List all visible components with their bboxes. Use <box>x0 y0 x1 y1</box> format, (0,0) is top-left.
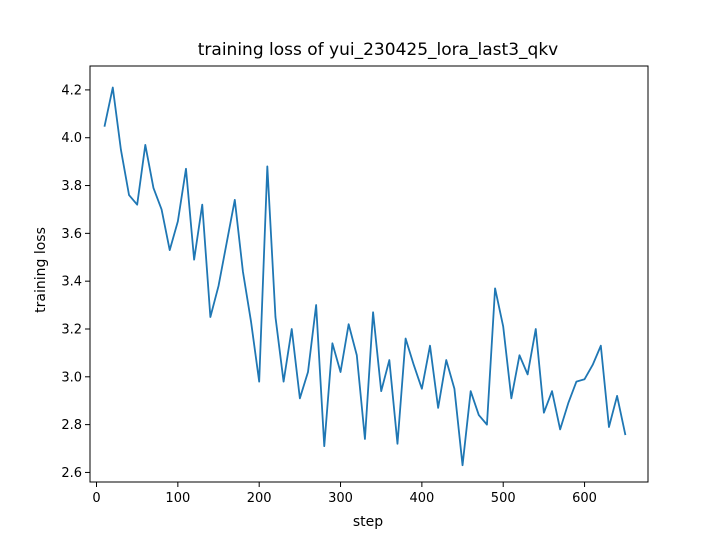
x-tick-label: 100 <box>165 491 190 506</box>
plot-frame <box>89 65 649 483</box>
x-tick-label: 300 <box>328 491 353 506</box>
y-tick-label: 3.0 <box>61 370 82 385</box>
chart-title: training loss of yui_230425_lora_last3_q… <box>198 40 558 60</box>
x-tick-label: 400 <box>409 491 434 506</box>
y-tick-label: 4.2 <box>61 83 82 98</box>
y-tick-label: 3.8 <box>61 179 82 194</box>
y-tick-label: 3.2 <box>61 322 82 337</box>
x-tick-label: 600 <box>572 491 597 506</box>
x-tick-label: 0 <box>92 491 100 506</box>
x-tick-label: 500 <box>491 491 516 506</box>
x-tick-label: 200 <box>247 491 272 506</box>
x-axis-label: step <box>353 514 383 530</box>
series-line-training-loss <box>103 86 627 467</box>
y-tick-label: 3.6 <box>61 227 82 242</box>
y-axis-ticks: 2.6 2.8 3.0 3.2 3.4 3.6 3.8 4.0 4.2 <box>61 83 90 481</box>
y-tick-label: 4.0 <box>61 131 82 146</box>
y-axis-label: training loss <box>33 227 49 313</box>
y-tick-label: 3.4 <box>61 275 82 290</box>
x-axis-ticks: 0 100 200 300 400 500 600 <box>92 482 597 506</box>
y-tick-label: 2.8 <box>61 418 82 433</box>
y-tick-label: 2.6 <box>61 466 82 481</box>
